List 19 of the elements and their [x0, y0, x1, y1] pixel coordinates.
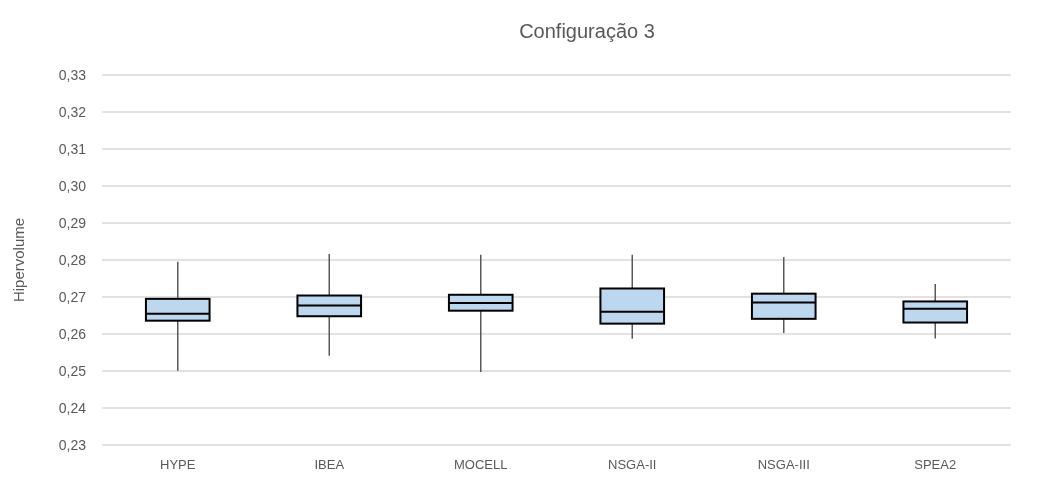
y-tick-label: 0,33	[58, 66, 87, 83]
y-tick-label: 0,31	[58, 140, 87, 157]
y-tick-label: 0,23	[58, 436, 87, 453]
x-tick-label: IBEA	[314, 457, 345, 472]
y-tick-label: 0,26	[58, 325, 87, 342]
x-tick-label: NSGA-II	[608, 457, 657, 472]
x-tick-label: NSGA-III	[757, 457, 810, 472]
x-tick-label: MOCELL	[454, 457, 508, 472]
y-tick-label: 0,32	[58, 103, 87, 120]
chart-title: Configuração 3	[519, 20, 655, 42]
y-tick-label: 0,30	[58, 177, 87, 194]
x-tick-label: HYPE	[160, 457, 196, 472]
y-axis-title: Hipervolume	[10, 217, 27, 303]
y-tick-label: 0,25	[58, 362, 87, 379]
y-tick-label: 0,24	[58, 399, 87, 416]
y-tick-label: 0,28	[58, 251, 87, 268]
x-tick-label: SPEA2	[914, 457, 957, 472]
y-tick-label: 0,29	[58, 214, 87, 231]
y-tick-label: 0,27	[58, 288, 87, 305]
